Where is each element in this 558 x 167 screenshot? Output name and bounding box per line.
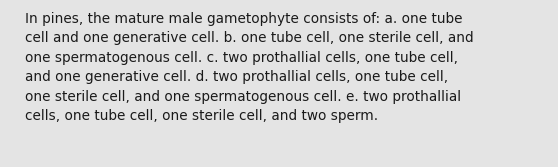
Text: In pines, the mature male gametophyte consists of: a. one tube
cell and one gene: In pines, the mature male gametophyte co…	[25, 12, 474, 123]
